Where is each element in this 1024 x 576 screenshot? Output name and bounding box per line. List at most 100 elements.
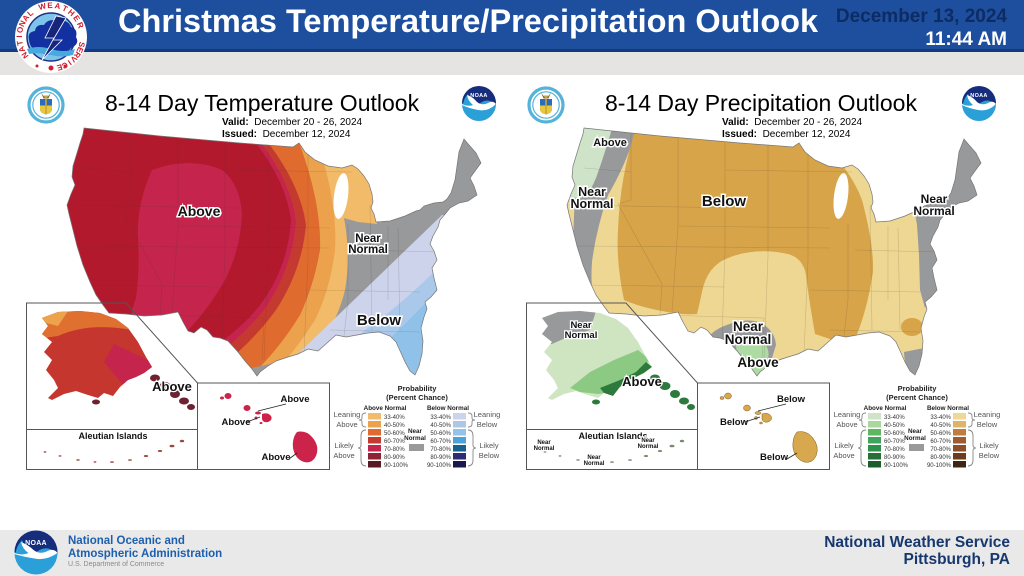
svg-text:Normal: Normal — [638, 444, 659, 450]
svg-text:Leaning: Leaning — [834, 410, 861, 419]
svg-text:50-60%: 50-60% — [884, 431, 905, 437]
svg-text:Aleutian Islands: Aleutian Islands — [578, 431, 647, 441]
svg-text:Normal: Normal — [904, 435, 926, 442]
svg-text:70-80%: 70-80% — [384, 447, 405, 453]
svg-text:Above: Above — [221, 417, 250, 428]
svg-text:Near: Near — [408, 428, 423, 435]
svg-text:Near: Near — [355, 233, 381, 245]
svg-text:S: S — [76, 41, 86, 49]
svg-text:E: E — [47, 1, 53, 10]
svg-text:E: E — [74, 46, 85, 55]
svg-text:O: O — [15, 26, 25, 34]
svg-text:Near: Near — [578, 185, 606, 199]
svg-text:Normal: Normal — [534, 446, 555, 452]
svg-text:N: N — [20, 50, 31, 60]
svg-text:40-50%: 40-50% — [384, 423, 405, 429]
svg-text:Above: Above — [833, 451, 854, 460]
svg-text:L: L — [26, 8, 36, 18]
svg-text:80-90%: 80-90% — [430, 455, 451, 461]
svg-text:Below: Below — [720, 417, 749, 428]
svg-text:Likely: Likely — [834, 441, 853, 450]
svg-text:33-40%: 33-40% — [430, 415, 451, 421]
svg-text:50-60%: 50-60% — [430, 431, 451, 437]
svg-text:H: H — [66, 8, 76, 19]
svg-text:Normal: Normal — [913, 204, 954, 218]
svg-text:Below Normal: Below Normal — [427, 405, 469, 412]
svg-text:Below: Below — [979, 451, 1000, 460]
svg-text:80-90%: 80-90% — [384, 455, 405, 461]
svg-text:Above: Above — [836, 420, 857, 429]
svg-text:I: I — [15, 35, 24, 37]
svg-text:(Percent Chance): (Percent Chance) — [386, 393, 448, 402]
svg-text:40-50%: 40-50% — [884, 423, 905, 429]
svg-text:Below: Below — [477, 420, 498, 429]
svg-text:Aleutian Islands: Aleutian Islands — [78, 431, 147, 441]
svg-text:Above Normal: Above Normal — [364, 405, 407, 412]
svg-text:Above Normal: Above Normal — [864, 405, 907, 412]
svg-text:Leaning: Leaning — [334, 410, 361, 419]
svg-text:T: T — [61, 4, 69, 14]
svg-text:90-100%: 90-100% — [384, 463, 409, 469]
svg-text:40-50%: 40-50% — [430, 423, 451, 429]
svg-text:(Percent Chance): (Percent Chance) — [886, 393, 948, 402]
svg-text:60-70%: 60-70% — [384, 439, 405, 445]
svg-text:80-90%: 80-90% — [930, 455, 951, 461]
svg-text:Below: Below — [357, 312, 402, 329]
svg-text:Above: Above — [622, 374, 662, 389]
svg-text:Normal: Normal — [725, 332, 772, 347]
svg-text:Below Normal: Below Normal — [927, 405, 969, 412]
svg-text:60-70%: 60-70% — [430, 439, 451, 445]
svg-text:A: A — [17, 45, 28, 54]
svg-text:Below: Below — [760, 452, 789, 463]
svg-text:Likely: Likely — [979, 441, 998, 450]
svg-text:Above: Above — [152, 379, 192, 394]
svg-text:Near: Near — [921, 192, 948, 206]
svg-text:70-80%: 70-80% — [884, 447, 905, 453]
svg-text:Below: Below — [702, 193, 747, 210]
svg-text:60-70%: 60-70% — [930, 439, 951, 445]
svg-text:33-40%: 33-40% — [884, 415, 905, 421]
svg-text:Probability: Probability — [398, 384, 438, 393]
svg-text:A: A — [21, 13, 32, 23]
svg-text:Above: Above — [261, 452, 290, 463]
svg-text:Normal: Normal — [404, 435, 426, 442]
svg-text:90-100%: 90-100% — [927, 463, 952, 469]
svg-text:90-100%: 90-100% — [884, 463, 909, 469]
svg-text:33-40%: 33-40% — [930, 415, 951, 421]
svg-text:Below: Below — [977, 420, 998, 429]
svg-text:T: T — [15, 40, 25, 47]
svg-text:Normal: Normal — [584, 461, 605, 467]
svg-text:Above: Above — [593, 137, 627, 149]
svg-text:R: R — [72, 50, 83, 60]
svg-text:E: E — [55, 62, 63, 72]
svg-text:Likely: Likely — [479, 441, 498, 450]
svg-text:Above: Above — [178, 203, 221, 219]
svg-text:Normal: Normal — [565, 330, 598, 341]
svg-text:I: I — [66, 58, 73, 67]
svg-text:Leaning: Leaning — [474, 410, 501, 419]
svg-text:N: N — [17, 19, 28, 28]
svg-text:Above: Above — [333, 451, 354, 460]
svg-text:R: R — [75, 21, 86, 30]
svg-text:W: W — [37, 1, 47, 12]
svg-text:Above: Above — [336, 420, 357, 429]
svg-text:Likely: Likely — [334, 441, 353, 450]
svg-text:33-40%: 33-40% — [384, 415, 405, 421]
svg-text:50-60%: 50-60% — [384, 431, 405, 437]
svg-text:Near: Near — [641, 438, 655, 444]
svg-text:NOAA: NOAA — [25, 540, 47, 547]
svg-text:Probability: Probability — [898, 384, 938, 393]
svg-text:Near: Near — [570, 320, 591, 331]
svg-text:90-100%: 90-100% — [427, 463, 452, 469]
svg-text:Below: Below — [479, 451, 500, 460]
svg-text:NOAA: NOAA — [470, 93, 487, 99]
svg-text:50-60%: 50-60% — [930, 431, 951, 437]
svg-text:Normal: Normal — [570, 197, 613, 211]
svg-text:70-80%: 70-80% — [430, 447, 451, 453]
svg-text:E: E — [71, 14, 82, 24]
svg-text:Normal: Normal — [348, 244, 388, 256]
svg-text:Leaning: Leaning — [974, 410, 1001, 419]
svg-text:80-90%: 80-90% — [884, 455, 905, 461]
svg-text:Below: Below — [777, 394, 806, 405]
svg-text:Near: Near — [733, 319, 764, 334]
